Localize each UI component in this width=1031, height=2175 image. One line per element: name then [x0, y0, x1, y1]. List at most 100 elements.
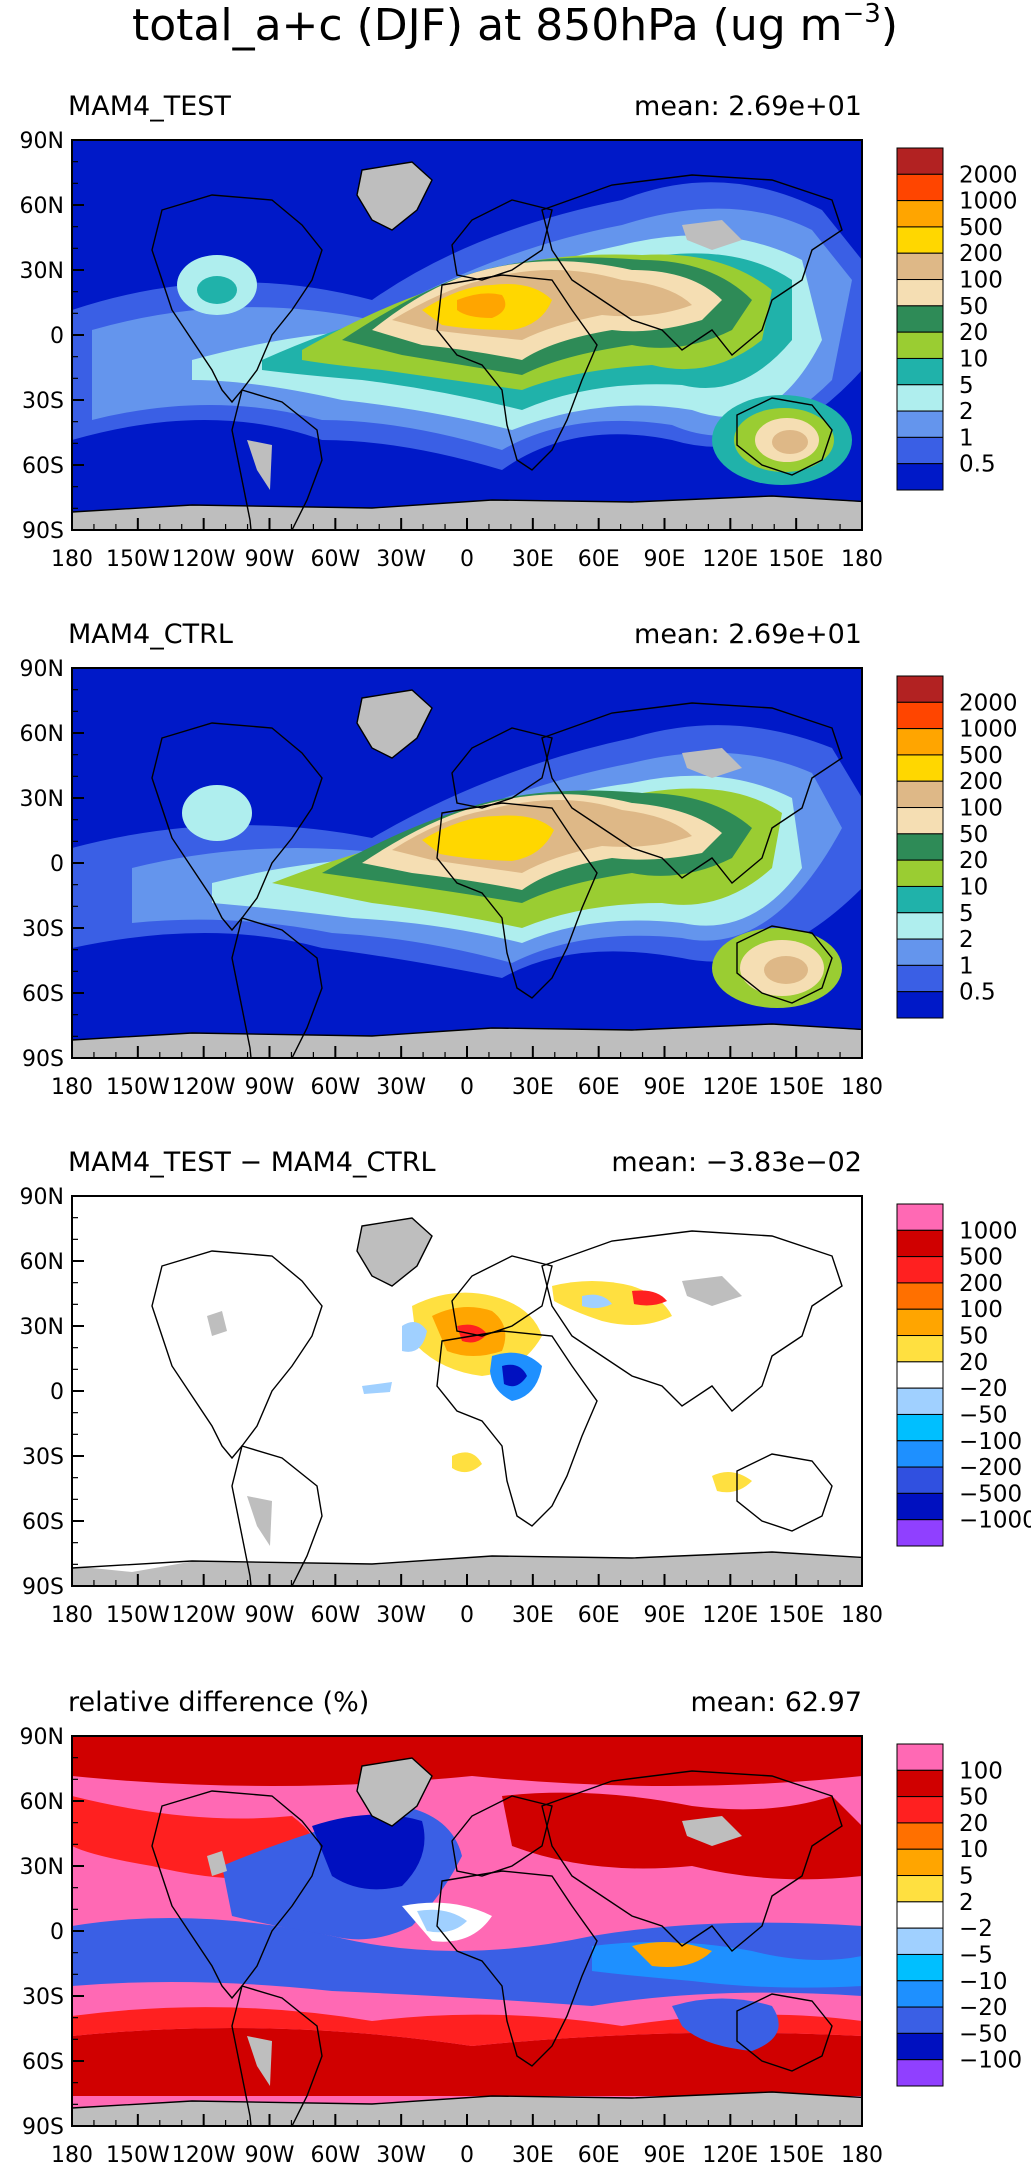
colorbar-label: 10 — [959, 1837, 988, 1863]
colorbar-label: 500 — [959, 743, 1003, 769]
colorbar-label: 1 — [959, 953, 974, 979]
colorbar-swatch — [896, 252, 944, 281]
colorbar-label: 1000 — [959, 1218, 1018, 1244]
panel-title: MAM4_TEST — [68, 91, 231, 122]
colorbar-label: −10 — [959, 1969, 1008, 1995]
y-tick-label: 90N — [20, 1185, 64, 1210]
x-tick-label: 150E — [768, 1075, 824, 1100]
colorbar-label: −50 — [959, 1402, 1008, 1428]
colorbar-label: 2000 — [959, 690, 1018, 716]
colorbar-label: 5 — [959, 901, 974, 927]
x-tick-label: 120W — [172, 547, 236, 572]
panel-title: MAM4_CTRL — [68, 619, 233, 650]
y-tick-label: 90S — [22, 2115, 64, 2140]
colorbar-label: 2000 — [959, 162, 1018, 188]
colorbar-swatch — [896, 147, 944, 175]
y-tick-label: 0 — [50, 1920, 64, 1945]
panel-mam4-ctrl: MAM4_CTRL mean: 2.69e+01 180 150W 120W 90W 6… — [20, 619, 1018, 1100]
colorbar-swatch — [896, 1769, 944, 1798]
y-axis: 90N 60N 30N 0 30S 60S 90S — [20, 129, 84, 544]
colorbar-swatch — [896, 1440, 944, 1468]
y-tick-label: 90S — [22, 1047, 64, 1072]
colorbar-swatch — [896, 331, 944, 359]
x-tick-label: 60E — [578, 1603, 620, 1628]
x-tick-label: 120E — [702, 1075, 758, 1100]
y-tick-label: 60S — [22, 1510, 64, 1535]
colorbar-swatch — [896, 226, 944, 254]
y-axis: 90N 60N 30N 0 30S 60S 90S — [20, 1725, 84, 2140]
x-tick-label: 150E — [768, 1603, 824, 1628]
colorbar-swatch — [896, 1743, 944, 1771]
x-tick-label: 90E — [644, 547, 686, 572]
map-field — [72, 668, 862, 1058]
y-tick-label: 30N — [20, 1855, 64, 1880]
x-axis: 180 150W 120W 90W 60W 30W 0 30E 60E 90E 120E 150E 18… — [51, 518, 883, 572]
y-tick-label: 30S — [22, 1445, 64, 1470]
panel-title: MAM4_TEST − MAM4_CTRL — [68, 1147, 436, 1178]
y-tick-label: 30N — [20, 787, 64, 812]
x-tick-label: 120E — [702, 2143, 758, 2168]
colorbar-label: 0.5 — [959, 980, 996, 1006]
x-tick-label: 30W — [376, 1603, 426, 1628]
colorbar-label: 2 — [959, 1890, 974, 1916]
colorbar-label: 5 — [959, 373, 974, 399]
y-axis: 90N 60N 30N 0 30S 60S 90S — [20, 657, 84, 1072]
y-tick-label: 90N — [20, 129, 64, 154]
y-tick-label: 90N — [20, 657, 64, 682]
colorbar-swatch — [896, 754, 944, 782]
x-tick-label: 120W — [172, 2143, 236, 2168]
colorbar-swatch — [896, 964, 944, 993]
colorbar-label: 200 — [959, 769, 1003, 795]
panel-title: relative difference (%) — [68, 1687, 369, 1718]
colorbar-label: 20 — [959, 848, 988, 874]
x-tick-label: 30E — [512, 2143, 554, 2168]
colorbar-swatch — [896, 463, 944, 491]
colorbar-swatch — [896, 200, 944, 228]
y-tick-label: 60S — [22, 454, 64, 479]
x-tick-label: 0 — [460, 1075, 474, 1100]
colorbar-label: 100 — [959, 1297, 1003, 1323]
colorbar-label: 100 — [959, 796, 1003, 822]
colorbar-swatch — [896, 1361, 944, 1389]
x-tick-label: 90W — [245, 547, 295, 572]
y-tick-label: 0 — [50, 324, 64, 349]
colorbar-swatch — [896, 1848, 944, 1877]
panel-relative-difference: relative difference (%) mean: 62.97 — [20, 1687, 1023, 2168]
x-tick-label: 90E — [644, 2143, 686, 2168]
x-tick-label: 120E — [702, 1603, 758, 1628]
x-tick-label: 0 — [460, 547, 474, 572]
colorbar-label: 1000 — [959, 189, 1018, 215]
x-tick-label: 180 — [841, 1075, 883, 1100]
x-axis: 180 150W 120W 90W 60W 30W 0 30E 60E 90E 120E 150E 18… — [51, 1574, 883, 1628]
colorbar-label: 50 — [959, 1785, 988, 1811]
colorbar-label: −2 — [959, 1916, 993, 1942]
figure-title: total_a+c (DJF) at 850hPa (ug m−3) — [132, 0, 898, 51]
colorbar-label: 10 — [959, 346, 988, 372]
x-tick-label: 90W — [245, 2143, 295, 2168]
colorbar-label: −1000 — [959, 1508, 1031, 1534]
panel-mean: mean: 62.97 — [690, 1687, 862, 1718]
x-tick-label: 30W — [376, 2143, 426, 2168]
x-tick-label: 30W — [376, 1075, 426, 1100]
x-tick-label: 90E — [644, 1075, 686, 1100]
colorbar-swatch — [896, 1492, 944, 1521]
colorbar-label: 1 — [959, 425, 974, 451]
colorbar-swatch — [896, 938, 944, 966]
colorbar-swatch — [896, 1282, 944, 1310]
x-tick-label: 30E — [512, 547, 554, 572]
colorbar-swatch — [896, 807, 944, 835]
colorbar-swatch — [896, 675, 944, 703]
colorbar-swatch — [896, 1796, 944, 1824]
x-tick-label: 60E — [578, 547, 620, 572]
colorbar-label: −20 — [959, 1995, 1008, 2021]
x-axis: 180 150W 120W 90W 60W 30W 0 30E 60E 90E 120E 150E 18… — [51, 2114, 883, 2168]
colorbar-label: 10 — [959, 874, 988, 900]
x-tick-label: 150W — [106, 2143, 170, 2168]
colorbar-swatch — [896, 701, 944, 730]
colorbar-label: 2 — [959, 927, 974, 953]
colorbar-swatch — [896, 885, 944, 914]
colorbar-label: 200 — [959, 1271, 1003, 1297]
